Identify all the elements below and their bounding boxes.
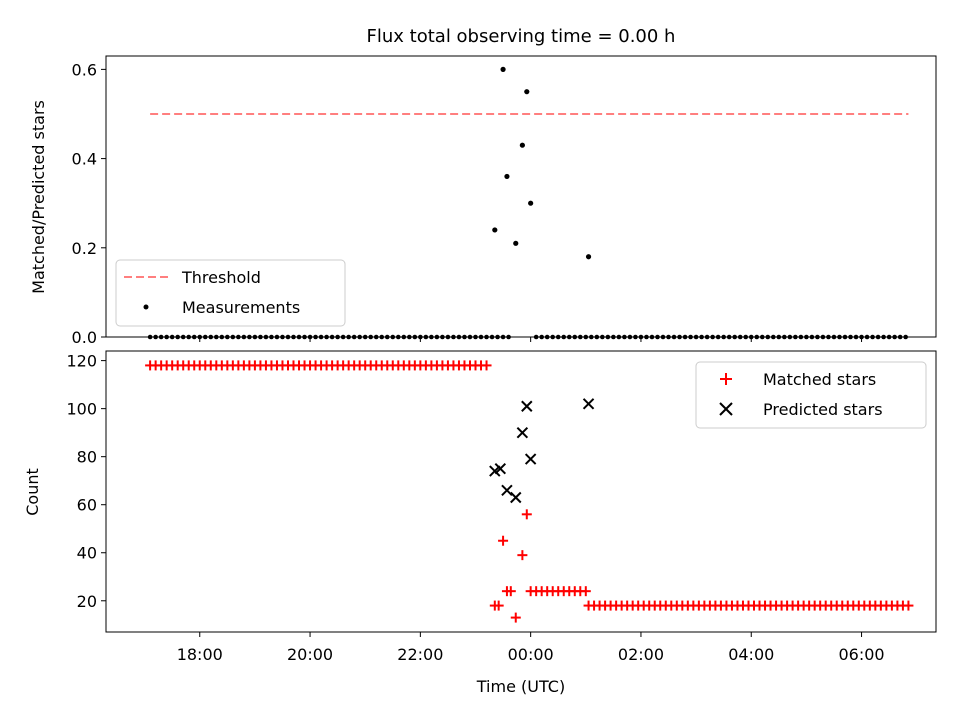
x-tick-label: 00:00 [508, 645, 554, 664]
x-tick-label: 18:00 [177, 645, 223, 664]
matched-star-point [517, 550, 528, 561]
count-y-tick-label: 40 [77, 544, 97, 563]
matched-star-point [521, 509, 532, 520]
legend-measurement-label: Measurements [182, 298, 300, 317]
predicted-star-point [510, 491, 522, 504]
ratio-plot-frame [105, 55, 937, 338]
ratio-y-axis: 0.0 0.2 0.4 0.6 [72, 60, 863, 347]
predicted-star-point [516, 426, 529, 439]
legend-matched-label: Matched stars [763, 370, 876, 389]
count-y-tick-label: 60 [77, 496, 97, 515]
legend-matched-swatch [720, 373, 732, 385]
ratio-y-tick-label: 0.0 [72, 328, 97, 347]
count-plot-frame [105, 350, 937, 633]
ratio-legend: Threshold Measurements [115, 259, 346, 327]
predicted-star-point [582, 398, 595, 410]
count-y-label: Count [23, 468, 42, 516]
measurement-point [528, 200, 534, 206]
measurement-point [585, 254, 592, 260]
count-points [145, 360, 914, 623]
legend-predicted-label: Predicted stars [763, 400, 883, 419]
ratio-y-tick-label: 0.6 [72, 60, 97, 79]
matched-star-point [510, 612, 521, 623]
measurement-point [513, 240, 519, 246]
predicted-star-point [524, 453, 537, 465]
count-y-tick-label: 20 [77, 592, 97, 611]
x-tick-label: 06:00 [838, 645, 884, 664]
x-tick-label: 04:00 [728, 645, 774, 664]
count-legend-box [695, 361, 927, 429]
count-y-tick-label: 100 [66, 400, 97, 419]
x-tick-label: 22:00 [397, 645, 443, 664]
measurement-point [524, 89, 530, 95]
x-tick-label: 20:00 [287, 645, 333, 664]
count-legend: Matched stars Predicted stars [695, 361, 927, 429]
matched-star-point [903, 600, 914, 611]
measurement-point [504, 173, 510, 180]
measurement-point [500, 66, 506, 72]
count-panel: 20 40 60 80 100 120 18:00 20:00 22:00 00:00 02:00 0… [23, 350, 937, 696]
legend-measurement-swatch [143, 304, 149, 310]
matched-star-point [493, 600, 504, 611]
matched-star-point [505, 586, 516, 597]
matched-star-point [498, 535, 509, 546]
measurement-point [519, 142, 525, 148]
predicted-star-point [521, 400, 533, 412]
predicted-star-point [494, 462, 507, 475]
ratio-y-tick-label: 0.4 [72, 150, 97, 169]
legend-predicted-swatch [719, 402, 733, 416]
matched-star-point [481, 360, 492, 371]
x-axis-label: Time (UTC) [476, 677, 565, 696]
ratio-legend-box [115, 259, 346, 327]
count-y-tick-label: 120 [66, 352, 97, 371]
predicted-star-point [501, 484, 513, 497]
ratio-panel: Flux total observing time = 0.00 h 0.00.… [29, 26, 937, 347]
x-tick-label: 02:00 [618, 645, 664, 664]
matched-star-point [580, 586, 591, 597]
count-axes: 20 40 60 80 100 120 18:00 20:00 22:00 00:00 02:00 0… [66, 352, 884, 664]
chart-title: Flux total observing time = 0.00 h [367, 26, 676, 47]
count-y-tick-label: 80 [77, 448, 97, 467]
measurement-point [492, 227, 498, 233]
ratio-y-label: Matched/Predicted stars [29, 100, 48, 294]
legend-threshold-label: Threshold [181, 268, 261, 287]
ratio-y-tick-label: 0.2 [72, 239, 97, 258]
